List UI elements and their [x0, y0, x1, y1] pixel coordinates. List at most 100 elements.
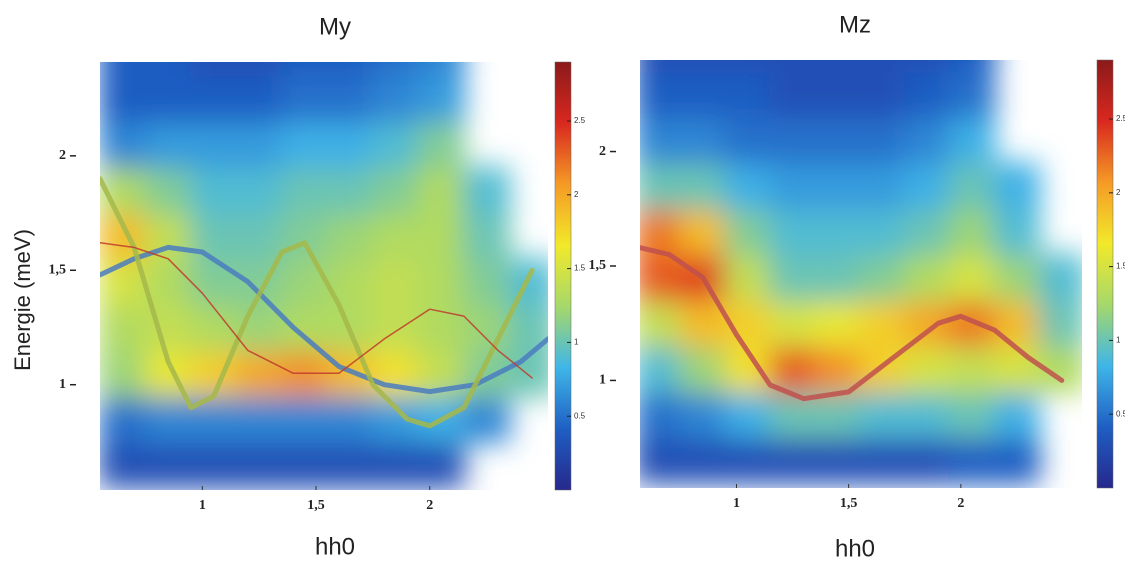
- x-axis-label: hh0: [315, 533, 355, 560]
- heat-cell: [679, 60, 727, 73]
- y-tick-label: 1,5: [49, 262, 67, 277]
- heat-cell: [189, 120, 238, 169]
- heat-cell: [326, 395, 374, 443]
- heat-cell: [858, 116, 906, 164]
- heat-cell: [903, 345, 951, 393]
- chart-title: Mz: [839, 11, 871, 38]
- heat-cell: [679, 70, 727, 119]
- heat-cell: [235, 74, 283, 123]
- heat-cell: [903, 436, 951, 485]
- heat-cell: [769, 299, 817, 348]
- x-tick-label: 1: [733, 496, 740, 511]
- heat-cell: [858, 207, 906, 256]
- heat-cell: [769, 70, 817, 119]
- x-tick-label: 1,5: [307, 498, 325, 513]
- heat-cell: [679, 390, 727, 439]
- heat-cell: [640, 161, 682, 210]
- heat-cell: [679, 116, 727, 164]
- colorbar-tick-label: 0.5: [1116, 409, 1125, 418]
- heatmap-cells: [640, 60, 1082, 485]
- heat-cell: [640, 299, 682, 348]
- dispersion-curve: [100, 176, 535, 429]
- y-tick-label: 1,5: [589, 258, 607, 273]
- heat-cell: [769, 161, 817, 210]
- heat-cell: [280, 303, 329, 352]
- heat-cell: [679, 345, 727, 393]
- heat-cell: [814, 116, 861, 164]
- heat-cell: [858, 253, 906, 302]
- heat-cell: [993, 161, 1041, 210]
- panel: Mz hh0 1 1,5 2 1 1,5 2 0.5 1 1.5 2 2.5: [589, 11, 1125, 562]
- heat-cell: [417, 74, 465, 123]
- heat-cell: [189, 166, 238, 215]
- colorbar-tick-label: 1: [574, 338, 579, 347]
- y-tick-label: 2: [59, 148, 66, 163]
- heat-cell: [769, 207, 817, 256]
- chart-title: My: [319, 13, 351, 40]
- heat-cell: [280, 395, 329, 443]
- heat-cell: [814, 207, 861, 256]
- heat-cell: [280, 440, 329, 489]
- heat-cell: [724, 70, 772, 119]
- heat-cell: [189, 257, 238, 306]
- dispersion-curve: [640, 245, 1065, 402]
- heat-cell: [144, 440, 192, 489]
- panel: My hh0 Energie (meV) 1 1,5 2 1 1,5 2 0.5 1 1.5 2 2.5: [10, 13, 586, 560]
- heat-cell: [903, 390, 951, 439]
- heat-cell: [948, 116, 996, 164]
- heat-cell: [993, 207, 1041, 256]
- y-tick-label: 2: [599, 144, 606, 159]
- dispersion-curve: [100, 242, 533, 379]
- heat-cell: [948, 390, 996, 439]
- heat-cell: [235, 212, 283, 260]
- heat-cell: [948, 436, 996, 485]
- heat-cell: [417, 440, 465, 489]
- heat-cell: [724, 207, 772, 256]
- heat-cell: [993, 390, 1041, 439]
- heat-cell: [679, 436, 727, 485]
- heat-cell: [858, 161, 906, 210]
- heat-cell: [903, 70, 951, 119]
- heat-cell: [508, 303, 548, 352]
- heat-cell: [326, 440, 374, 489]
- heat-cell: [814, 70, 861, 119]
- heat-cell: [235, 62, 283, 77]
- heat-cell: [640, 436, 682, 485]
- heat-cell: [903, 161, 951, 210]
- heat-cell: [144, 74, 192, 123]
- heat-cell: [235, 120, 283, 169]
- heat-cell: [814, 345, 861, 393]
- heat-cell: [724, 390, 772, 439]
- heat-cell: [100, 440, 147, 489]
- heat-cell: [769, 253, 817, 302]
- heat-cell: [724, 60, 772, 73]
- heat-cell: [724, 253, 772, 302]
- heat-cell: [462, 395, 511, 443]
- heat-cell: [948, 161, 996, 210]
- heat-cell: [993, 253, 1041, 302]
- heat-cell: [814, 253, 861, 302]
- heat-cell: [100, 349, 147, 398]
- heat-cell: [858, 436, 906, 485]
- heat-cell: [235, 349, 283, 398]
- heat-cell: [640, 116, 682, 164]
- heat-cell: [280, 74, 329, 123]
- heatmap: [100, 62, 548, 489]
- x-tick-label: 1,5: [840, 496, 858, 511]
- heat-cell: [903, 60, 951, 73]
- heat-cell: [858, 390, 906, 439]
- heat-cell: [280, 62, 329, 77]
- heat-cell: [948, 253, 996, 302]
- heat-cell: [948, 60, 996, 73]
- heat-cell: [417, 120, 465, 169]
- heat-cell: [903, 116, 951, 164]
- heat-cell: [640, 60, 682, 73]
- heat-cell: [903, 207, 951, 256]
- heat-cell: [462, 257, 511, 306]
- x-tick-label: 2: [426, 498, 433, 513]
- y-tick-label: 1: [59, 377, 66, 392]
- heat-cell: [993, 345, 1041, 393]
- heat-cell: [326, 166, 374, 215]
- heat-cell: [769, 116, 817, 164]
- heat-cell: [371, 166, 420, 215]
